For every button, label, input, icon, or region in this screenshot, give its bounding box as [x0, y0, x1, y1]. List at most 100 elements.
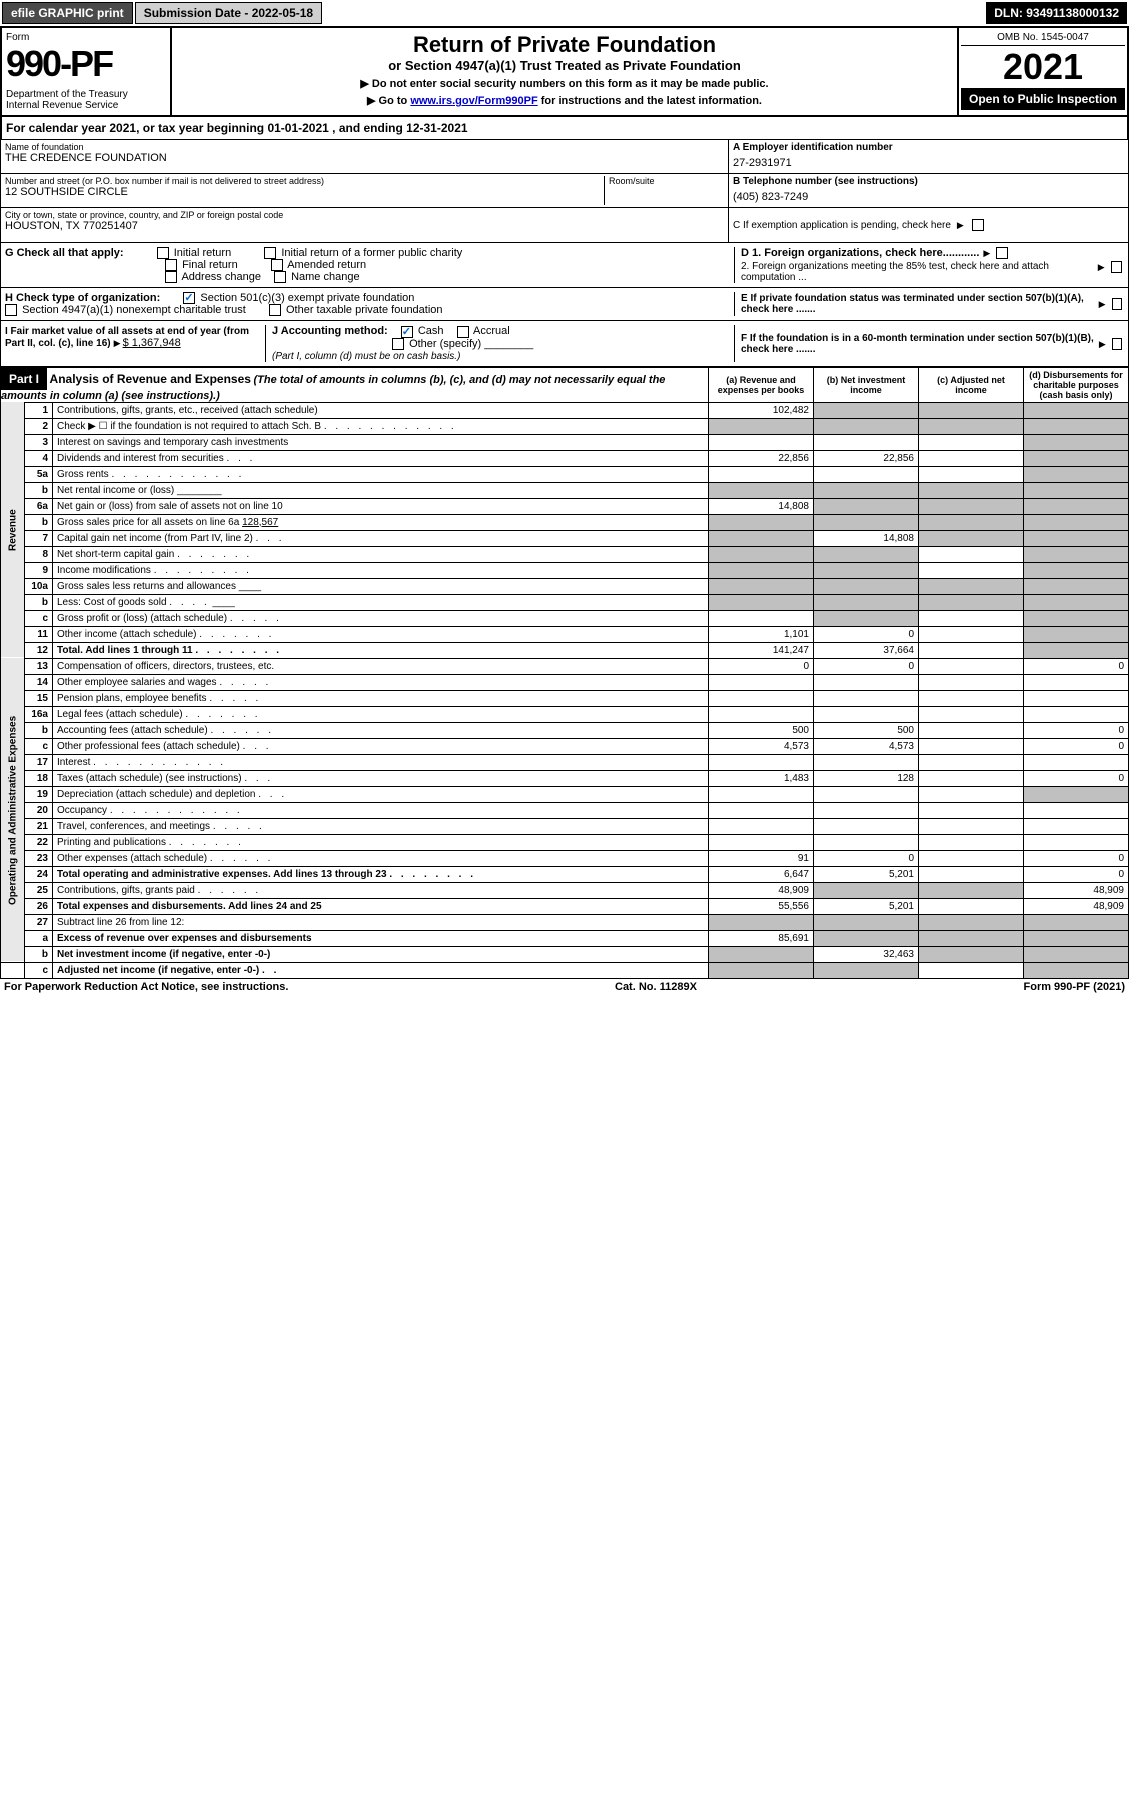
line-27c: Adjusted net income (if negative, enter …: [53, 962, 709, 978]
cb-initial[interactable]: [157, 247, 169, 259]
addr-label: Number and street (or P.O. box number if…: [5, 176, 604, 186]
name-value: THE CREDENCE FOUNDATION: [5, 152, 724, 164]
omb-number: OMB No. 1545-0047: [961, 30, 1125, 46]
form-subtitle: or Section 4947(a)(1) Trust Treated as P…: [176, 58, 953, 73]
line-16a: Legal fees (attach schedule) . . . . . .…: [53, 706, 709, 722]
checkbox-c[interactable]: [972, 219, 984, 231]
j-note: (Part I, column (d) must be on cash basi…: [272, 351, 460, 362]
line-22: Printing and publications . . . . . . .: [53, 834, 709, 850]
d2-label: 2. Foreign organizations meeting the 85%…: [741, 261, 1094, 283]
g-label: G Check all that apply:: [5, 247, 124, 259]
line-27b: Net investment income (if negative, ente…: [53, 946, 709, 962]
cb-cash[interactable]: [401, 326, 413, 338]
line-5b: Net rental income or (loss) ________: [53, 482, 709, 498]
cb-accrual[interactable]: [457, 326, 469, 338]
line-21: Travel, conferences, and meetings . . . …: [53, 818, 709, 834]
phone-label: B Telephone number (see instructions): [733, 176, 1124, 187]
form-link[interactable]: www.irs.gov/Form990PF: [410, 95, 537, 107]
section-g-d: G Check all that apply: Initial return I…: [0, 243, 1129, 288]
line-6a: Net gain or (loss) from sale of assets n…: [53, 498, 709, 514]
calendar-year: For calendar year 2021, or tax year begi…: [0, 117, 1129, 140]
col-c: (c) Adjusted net income: [919, 367, 1024, 402]
line-5a: Gross rents . . . . . . . . . . . .: [53, 466, 709, 482]
col-b: (b) Net investment income: [814, 367, 919, 402]
part1-label: Part I: [1, 368, 47, 390]
cb-501c3[interactable]: [183, 292, 195, 304]
line-14: Other employee salaries and wages . . . …: [53, 674, 709, 690]
line-10c: Gross profit or (loss) (attach schedule)…: [53, 610, 709, 626]
line-3: Interest on savings and temporary cash i…: [53, 434, 709, 450]
line-23: Other expenses (attach schedule) . . . .…: [53, 850, 709, 866]
d1-label: D 1. Foreign organizations, check here..…: [741, 247, 979, 259]
f-label: F If the foundation is in a 60-month ter…: [741, 333, 1095, 355]
cb-final[interactable]: [165, 259, 177, 271]
city-value: HOUSTON, TX 770251407: [5, 220, 724, 232]
line-17: Interest . . . . . . . . . . . .: [53, 754, 709, 770]
instr-2: ▶ Go to www.irs.gov/Form990PF for instru…: [176, 94, 953, 107]
room-label: Room/suite: [609, 176, 724, 186]
cb-amended[interactable]: [271, 259, 283, 271]
form-label: Form: [6, 32, 166, 43]
line-20: Occupancy . . . . . . . . . . . .: [53, 802, 709, 818]
revenue-label: Revenue: [1, 402, 25, 658]
box-c: C If exemption application is pending, c…: [733, 220, 951, 231]
i-value: $ 1,367,948: [123, 337, 181, 349]
cb-other-acct[interactable]: [392, 338, 404, 350]
line-6b: Gross sales price for all assets on line…: [53, 514, 709, 530]
cb-e[interactable]: [1112, 298, 1122, 310]
cb-other-tax[interactable]: [269, 304, 281, 316]
info-grid: Name of foundation THE CREDENCE FOUNDATI…: [0, 140, 1129, 243]
cb-name[interactable]: [274, 271, 286, 283]
line-27: Subtract line 26 from line 12:: [53, 914, 709, 930]
efile-button[interactable]: efile GRAPHIC print: [2, 2, 133, 24]
line-1: Contributions, gifts, grants, etc., rece…: [53, 402, 709, 418]
instr-1: ▶ Do not enter social security numbers o…: [176, 77, 953, 90]
col-a: (a) Revenue and expenses per books: [709, 367, 814, 402]
line-8: Net short-term capital gain . . . . . . …: [53, 546, 709, 562]
submission-date: Submission Date - 2022-05-18: [135, 2, 322, 24]
e-label: E If private foundation status was termi…: [741, 293, 1095, 315]
line-15: Pension plans, employee benefits . . . .…: [53, 690, 709, 706]
part1-table: Part I Analysis of Revenue and Expenses …: [0, 367, 1129, 979]
dln: DLN: 93491138000132: [986, 2, 1127, 24]
cb-d2[interactable]: [1111, 261, 1122, 273]
cb-former[interactable]: [264, 247, 276, 259]
line-27a: Excess of revenue over expenses and disb…: [53, 930, 709, 946]
line-10a: Gross sales less returns and allowances …: [53, 578, 709, 594]
line-18: Taxes (attach schedule) (see instruction…: [53, 770, 709, 786]
line-2: Check ▶ ☐ if the foundation is not requi…: [53, 418, 709, 434]
cb-4947[interactable]: [5, 304, 17, 316]
phone-value: (405) 823-7249: [733, 191, 1124, 203]
section-i-j-f: I Fair market value of all assets at end…: [0, 321, 1129, 366]
line-12: Total. Add lines 1 through 11 . . . . . …: [53, 642, 709, 658]
cb-d1[interactable]: [996, 247, 1008, 259]
line-9: Income modifications . . . . . . . . .: [53, 562, 709, 578]
name-label: Name of foundation: [5, 142, 724, 152]
col-d: (d) Disbursements for charitable purpose…: [1024, 367, 1129, 402]
tax-year: 2021: [961, 46, 1125, 88]
top-bar: efile GRAPHIC print Submission Date - 20…: [0, 0, 1129, 26]
part1-title: Analysis of Revenue and Expenses: [50, 372, 251, 386]
form-header: Form 990-PF Department of the Treasury I…: [0, 26, 1129, 117]
footer-center: Cat. No. 11289X: [615, 981, 697, 993]
dept-text: Department of the Treasury Internal Reve…: [6, 89, 166, 111]
line-19: Depreciation (attach schedule) and deple…: [53, 786, 709, 802]
expenses-label: Operating and Administrative Expenses: [1, 658, 25, 962]
cb-addr[interactable]: [165, 271, 177, 283]
open-inspection: Open to Public Inspection: [961, 88, 1125, 110]
line-25: Contributions, gifts, grants paid . . . …: [53, 882, 709, 898]
footer-right: Form 990-PF (2021): [1024, 981, 1125, 993]
addr-value: 12 SOUTHSIDE CIRCLE: [5, 186, 604, 198]
line-24: Total operating and administrative expen…: [53, 866, 709, 882]
footer: For Paperwork Reduction Act Notice, see …: [0, 979, 1129, 995]
line-16b: Accounting fees (attach schedule) . . . …: [53, 722, 709, 738]
cb-f[interactable]: [1112, 338, 1122, 350]
section-h-e: H Check type of organization: Section 50…: [0, 288, 1129, 321]
line-10b: Less: Cost of goods sold . . . . ____: [53, 594, 709, 610]
form-number: 990-PF: [6, 43, 166, 85]
line-16c: Other professional fees (attach schedule…: [53, 738, 709, 754]
line-7: Capital gain net income (from Part IV, l…: [53, 530, 709, 546]
h-label: H Check type of organization:: [5, 292, 160, 304]
footer-left: For Paperwork Reduction Act Notice, see …: [4, 981, 288, 993]
ein-label: A Employer identification number: [733, 142, 1124, 153]
